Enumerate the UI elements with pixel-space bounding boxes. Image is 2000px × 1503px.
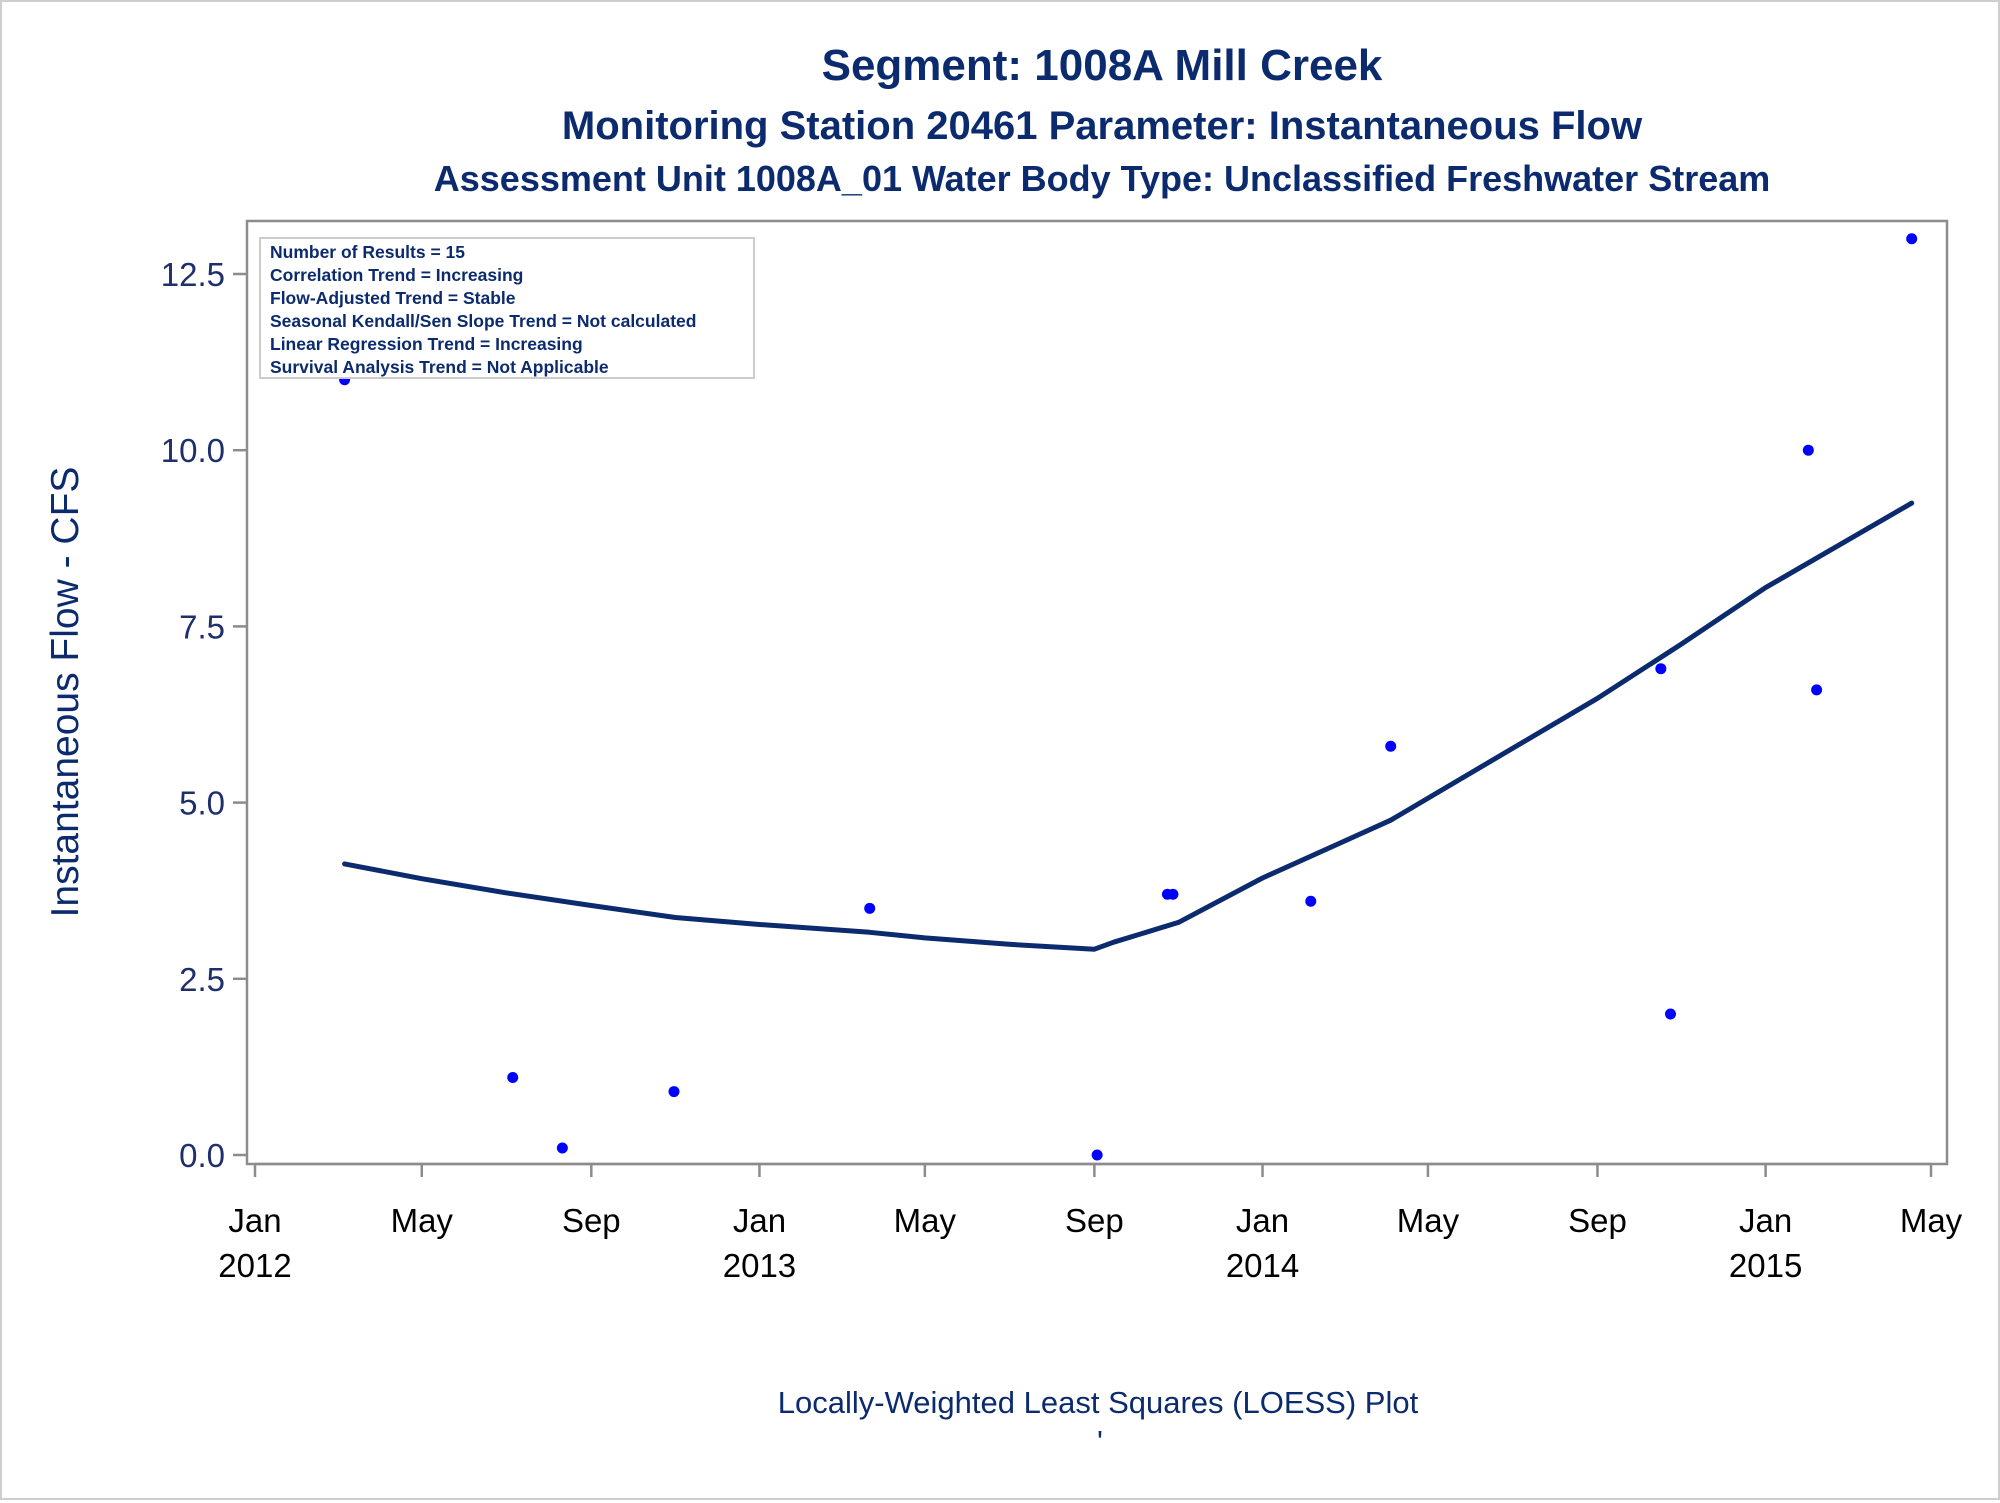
loess-curve-layer <box>342 500 1915 952</box>
stats-box: Number of Results = 15 Correlation Trend… <box>259 237 755 379</box>
y-axis-label: Instantaneous Flow - CFS <box>44 467 87 918</box>
chart-subtitle-assessment: Assessment Unit 1008A_01 Water Body Type… <box>434 158 1771 199</box>
x-tick-label: Jan <box>1739 1202 1792 1239</box>
data-point <box>1167 888 1179 900</box>
x-tick-label: Sep <box>1065 1202 1124 1239</box>
data-point <box>1655 663 1667 675</box>
x-tick-label: May <box>1397 1202 1460 1239</box>
x-tick-label: Jan <box>733 1202 786 1239</box>
stat-seasonal-kendall-trend: Seasonal Kendall/Sen Slope Trend = Not c… <box>270 311 696 331</box>
data-point <box>1385 740 1397 752</box>
data-point <box>1811 684 1823 696</box>
x-tick-label: Sep <box>562 1202 621 1239</box>
y-tick-label: 0.0 <box>179 1137 225 1174</box>
loess-line <box>342 500 1915 952</box>
x-tick-year-label: 2014 <box>1226 1247 1299 1284</box>
data-point <box>1091 1149 1103 1161</box>
x-tick-year-label: 2013 <box>723 1247 796 1284</box>
x-tick-year-label: 2012 <box>218 1247 291 1284</box>
chart-subtitle-station: Monitoring Station 20461 Parameter: Inst… <box>562 104 1643 148</box>
x-axis: Jan 2012 May Sep Jan 2013 May Sep Jan 2014 May Sep J… <box>218 1162 1963 1284</box>
data-point <box>864 902 876 914</box>
stat-linear-regression-trend: Linear Regression Trend = Increasing <box>270 334 583 354</box>
x-tick-label: Sep <box>1568 1202 1627 1239</box>
footnote-mark: ' <box>1097 1424 1103 1459</box>
data-point <box>1665 1008 1677 1020</box>
data-point <box>1802 444 1814 456</box>
data-point <box>556 1142 568 1154</box>
stat-number-of-results: Number of Results = 15 <box>270 242 465 262</box>
data-point <box>668 1086 680 1098</box>
x-tick-label: May <box>894 1202 957 1239</box>
x-tick-label: May <box>391 1202 454 1239</box>
stat-survival-analysis-trend: Survival Analysis Trend = Not Applicable <box>270 357 609 377</box>
x-tick-label: May <box>1900 1202 1963 1239</box>
data-point <box>1305 895 1317 907</box>
x-tick-label: Jan <box>1236 1202 1289 1239</box>
y-tick-label: 12.5 <box>161 256 225 293</box>
y-axis: 0.0 2.5 5.0 7.5 10.0 12.5 <box>161 256 247 1174</box>
y-tick-label: 5.0 <box>179 785 225 822</box>
chart-title: Segment: 1008A Mill Creek <box>822 41 1383 90</box>
stat-correlation-trend: Correlation Trend = Increasing <box>270 265 523 285</box>
data-point <box>507 1071 519 1083</box>
data-point <box>1906 233 1918 245</box>
y-tick-label: 7.5 <box>179 608 225 645</box>
y-tick-label: 2.5 <box>179 961 225 998</box>
data-points-layer <box>339 233 1918 1161</box>
stats-box-border <box>259 237 755 379</box>
x-tick-label: Jan <box>228 1202 281 1239</box>
x-tick-year-label: 2015 <box>1729 1247 1802 1284</box>
footnote: Locally-Weighted Least Squares (LOESS) P… <box>778 1385 1419 1420</box>
y-tick-label: 10.0 <box>161 432 225 469</box>
stat-flow-adjusted-trend: Flow-Adjusted Trend = Stable <box>270 288 516 308</box>
